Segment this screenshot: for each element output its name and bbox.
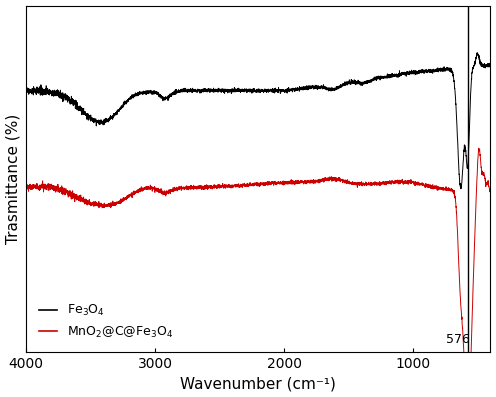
Legend: Fe$_3$O$_4$, MnO$_2$@C@Fe$_3$O$_4$: Fe$_3$O$_4$, MnO$_2$@C@Fe$_3$O$_4$ — [32, 297, 180, 346]
X-axis label: Wavenumber (cm⁻¹): Wavenumber (cm⁻¹) — [181, 376, 336, 391]
Y-axis label: Trasmittance (%): Trasmittance (%) — [5, 114, 20, 244]
Text: 576: 576 — [446, 333, 470, 346]
